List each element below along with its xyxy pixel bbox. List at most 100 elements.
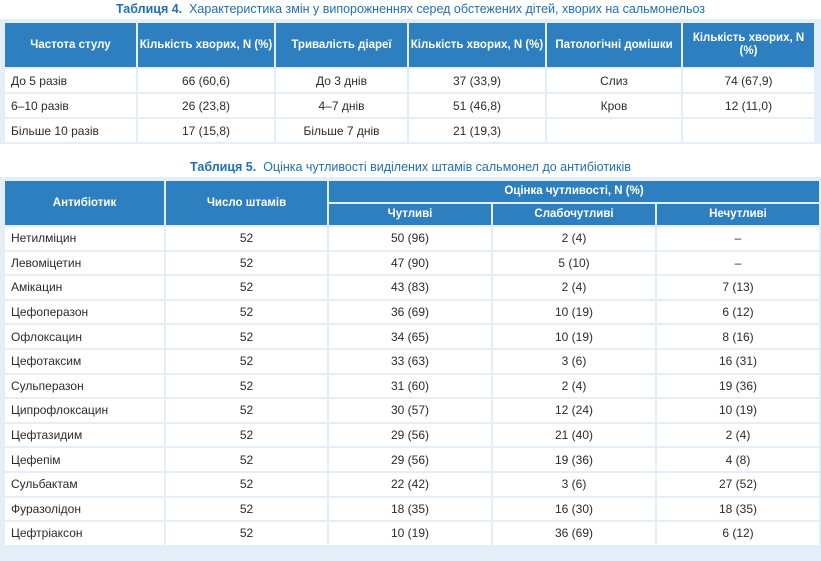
table-cell: 50 (96) (329, 227, 491, 250)
table-cell: 5 (10) (493, 251, 655, 275)
table4-header-patients-3: Кількість хворих, N (%) (683, 23, 814, 67)
table-cell: 36 (69) (493, 522, 655, 545)
table-cell: 2 (4) (657, 423, 819, 447)
table-cell: 52 (166, 448, 327, 471)
antibiotic-name: Цефотаксим (5, 349, 164, 373)
table-cell: 6 (12) (657, 522, 819, 545)
table5-header-strains: Число штамів (166, 181, 327, 225)
table-cell: 19 (36) (657, 374, 819, 398)
antibiotic-name: Левоміцетин (5, 251, 164, 275)
table-cell: 52 (166, 399, 327, 422)
table-cell: 21 (19,3) (409, 119, 545, 142)
table-cell: 3 (6) (493, 349, 655, 373)
table-row: Цефтріаксон 52 10 (19) 36 (69) 6 (12) (5, 522, 819, 545)
antibiotic-name: Фуразолідон (5, 497, 164, 521)
table-row: Офлоксацин 52 34 (65) 10 (19) 8 (16) (5, 325, 819, 348)
antibiotic-name: Амікацин (5, 276, 164, 299)
table-cell: 52 (166, 374, 327, 398)
table-cell: Слиз (547, 69, 681, 92)
antibiotic-name: Сульперазон (5, 374, 164, 398)
table4-header-stool-frequency: Частота стулу (5, 23, 136, 67)
table-row: Цефотаксим 52 33 (63) 3 (6) 16 (31) (5, 349, 819, 373)
table-cell: 10 (19) (493, 300, 655, 324)
table-cell: 10 (19) (657, 399, 819, 422)
table-cell: 52 (166, 276, 327, 299)
table5: Антибіотик Число штамів Оцінка чутливост… (3, 179, 821, 547)
table5-header-antibiotic: Антибіотик (5, 181, 164, 225)
table4-header-patients-1: Кількість хворих, N (%) (138, 23, 274, 67)
antibiotic-name: Сульбактам (5, 472, 164, 496)
table-row: Амікацин 52 43 (83) 2 (4) 7 (13) (5, 276, 819, 299)
table-cell: Більше 10 разів (5, 119, 136, 142)
table-cell: 2 (4) (493, 276, 655, 299)
table5-caption-text: Оцінка чутливості виділених штамів сальм… (263, 160, 631, 174)
table-cell: 52 (166, 522, 327, 545)
table4-header-row: Частота стулу Кількість хворих, N (%) Тр… (5, 23, 814, 67)
table-row: Цефоперазон 52 36 (69) 10 (19) 6 (12) (5, 300, 819, 324)
table-cell: 52 (166, 227, 327, 250)
table-cell: 10 (19) (329, 522, 491, 545)
table4-caption: Таблиця 4. Характеристика змін у випорож… (0, 0, 821, 18)
table-cell: – (657, 251, 819, 275)
table5-caption: Таблиця 5. Оцінка чутливості виділених ш… (0, 158, 821, 176)
table-cell: 18 (35) (657, 497, 819, 521)
table-row: 6–10 разів 26 (23,8) 4–7 днів 51 (46,8) … (5, 94, 814, 117)
table-cell: 18 (35) (329, 497, 491, 521)
table-cell: 31 (60) (329, 374, 491, 398)
table-cell: 10 (19) (493, 325, 655, 348)
table-cell: Більше 7 днів (276, 119, 407, 142)
table-cell: 17 (15,8) (138, 119, 274, 142)
table-cell: 51 (46,8) (409, 94, 545, 117)
table-row: Цефтазидим 52 29 (56) 21 (40) 2 (4) (5, 423, 819, 447)
table-cell: Кров (547, 94, 681, 117)
table-cell: 30 (57) (329, 399, 491, 422)
table-cell: 16 (31) (657, 349, 819, 373)
table-cell: 47 (90) (329, 251, 491, 275)
table4-header-impurities: Патологічні домішки (547, 23, 681, 67)
table5-body: Нетилміцин 52 50 (96) 2 (4) – Левоміцетин 52 47… (5, 227, 819, 545)
table-row: До 5 разів 66 (60,6) До 3 днів 37 (33,9)… (5, 69, 814, 92)
table-cell: 19 (36) (493, 448, 655, 471)
table-cell: 4 (8) (657, 448, 819, 471)
table-cell (683, 119, 814, 142)
table-cell: 7 (13) (657, 276, 819, 299)
table4: Частота стулу Кількість хворих, N (%) Тр… (3, 21, 816, 144)
table-cell: 22 (42) (329, 472, 491, 496)
antibiotic-name: Цефтріаксон (5, 522, 164, 545)
table4-caption-label: Таблиця 4. (115, 2, 183, 16)
table-cell: – (657, 227, 819, 250)
table-row: Фуразолідон 52 18 (35) 16 (30) 18 (35) (5, 497, 819, 521)
table-cell: 43 (83) (329, 276, 491, 299)
table-cell: 2 (4) (493, 227, 655, 250)
table-cell: 16 (30) (493, 497, 655, 521)
table-row: Левоміцетин 52 47 (90) 5 (10) – (5, 251, 819, 275)
table4-header-diarrhea-duration: Тривалість діареї (276, 23, 407, 67)
table5-header-sensitive: Чутливі (329, 204, 491, 225)
table-row: Ципрофлоксацин 52 30 (57) 12 (24) 10 (19) (5, 399, 819, 422)
table-cell: 3 (6) (493, 472, 655, 496)
table5-header-weakly-sensitive: Слабочутливі (493, 204, 655, 225)
table4-caption-text: Характеристика змін у випорожненнях сере… (189, 2, 706, 16)
table4-panel: Частота стулу Кількість хворих, N (%) Тр… (0, 19, 821, 144)
table-cell: 52 (166, 349, 327, 373)
table-cell: 4–7 днів (276, 94, 407, 117)
table-row: Більше 10 разів 17 (15,8) Більше 7 днів … (5, 119, 814, 142)
table-cell: 52 (166, 423, 327, 447)
table-cell: До 3 днів (276, 69, 407, 92)
table5-header-sensitivity: Оцінка чутливості, N (%) (329, 181, 819, 202)
table-cell: 12 (11,0) (683, 94, 814, 117)
table-cell: 52 (166, 472, 327, 496)
table-cell: 34 (65) (329, 325, 491, 348)
table-cell: До 5 разів (5, 69, 136, 92)
table5-subheader-row: Чутливі Слабочутливі Нечутливі (5, 204, 819, 225)
table-cell: 6–10 разів (5, 94, 136, 117)
antibiotic-name: Офлоксацин (5, 325, 164, 348)
table-cell: 29 (56) (329, 423, 491, 447)
table-cell: 29 (56) (329, 448, 491, 471)
table-cell: 52 (166, 325, 327, 348)
table-cell: 52 (166, 251, 327, 275)
table5-panel: Антибіотик Число штамів Оцінка чутливост… (0, 177, 821, 561)
table5-header-row: Антибіотик Число штамів Оцінка чутливост… (5, 181, 819, 225)
table-cell: 37 (33,9) (409, 69, 545, 92)
antibiotic-name: Цефепім (5, 448, 164, 471)
